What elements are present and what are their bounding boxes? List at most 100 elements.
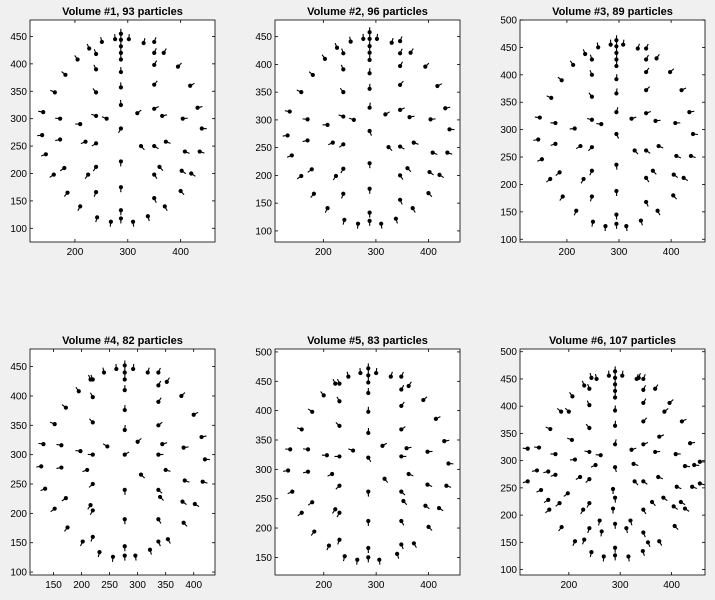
particle-point — [118, 50, 124, 55]
particle-point — [401, 498, 406, 504]
particle-point — [397, 38, 403, 44]
particle-point — [93, 164, 99, 170]
particle-point — [399, 387, 404, 392]
particle-point — [330, 471, 335, 477]
particle-point — [641, 400, 646, 406]
particle-point — [145, 370, 150, 375]
particle-point — [548, 426, 553, 432]
particle-point — [355, 221, 361, 226]
particle-point — [58, 137, 63, 142]
particle-point — [657, 539, 662, 544]
particle-point — [620, 373, 625, 378]
particle-point — [444, 483, 449, 488]
particle-point — [690, 484, 695, 489]
particle-point — [366, 455, 371, 460]
particle-point — [614, 109, 619, 115]
particle-point — [90, 508, 95, 513]
particle-point — [333, 381, 338, 386]
panel-title: Volume #3, 89 particles — [552, 6, 673, 18]
particle-point — [141, 40, 146, 46]
particle-point — [135, 439, 140, 444]
particle-point — [631, 461, 636, 467]
particle-point — [156, 423, 161, 428]
particle-point — [93, 113, 99, 119]
y-tick-label: 500 — [500, 347, 517, 358]
x-tick-label: 400 — [420, 580, 437, 591]
particle-point — [337, 454, 342, 459]
particle-point — [553, 120, 558, 126]
particle-point — [667, 69, 673, 75]
particle-point — [133, 553, 138, 558]
particle-point — [674, 153, 679, 159]
particle-point — [447, 127, 452, 132]
y-tick-label: 200 — [10, 169, 27, 180]
y-tick-label: 100 — [10, 224, 27, 235]
particle-point — [629, 116, 634, 121]
y-tick-label: 300 — [10, 114, 27, 125]
x-tick-label: 400 — [172, 247, 189, 258]
particle-point — [197, 149, 202, 154]
particle-point — [574, 208, 579, 213]
particle-point — [571, 62, 576, 68]
particle-point — [537, 115, 542, 120]
particle-point — [75, 57, 80, 62]
particle-point — [334, 45, 340, 50]
y-tick-label: 100 — [10, 568, 27, 579]
particle-point — [399, 489, 404, 494]
particle-point — [93, 190, 99, 195]
particle-point — [285, 133, 290, 138]
particle-point — [559, 524, 564, 530]
particle-point — [65, 525, 70, 530]
particle-point — [333, 173, 339, 179]
particle-point — [612, 442, 618, 447]
particle-point — [612, 408, 618, 413]
particle-point — [104, 116, 109, 121]
particle-point — [589, 72, 595, 77]
particle-point — [286, 468, 291, 473]
x-tick-label: 400 — [185, 580, 202, 591]
axes-box — [274, 348, 461, 576]
particle-point — [118, 208, 124, 213]
particle-point — [351, 117, 356, 122]
particle-point — [78, 204, 83, 209]
particle-point — [641, 442, 646, 447]
y-tick-label: 150 — [10, 196, 27, 207]
particle-point — [366, 380, 371, 385]
particle-point — [641, 507, 646, 512]
particle-point — [188, 83, 193, 88]
particle-point — [200, 479, 205, 484]
particle-point — [90, 534, 95, 539]
particle-point — [641, 387, 646, 392]
particle-point — [118, 216, 124, 221]
y-tick-label: 450 — [10, 32, 27, 43]
particle-point — [310, 72, 315, 78]
particle-point — [667, 400, 672, 406]
particle-point — [614, 212, 619, 217]
particle-point — [590, 219, 596, 224]
particle-point — [446, 461, 451, 466]
particle-point — [614, 131, 619, 137]
particle-point — [192, 501, 197, 507]
particle-point — [587, 425, 592, 431]
particle-point — [367, 71, 372, 76]
particle-point — [601, 554, 606, 559]
particle-point — [95, 215, 100, 220]
particle-point — [366, 409, 371, 414]
particle-point — [612, 369, 618, 374]
particle-point — [118, 85, 124, 90]
panel-4: Volume #4, 82 particles 150 200 250 300 350 40… — [10, 335, 216, 591]
particle-point — [673, 452, 678, 457]
particle-point — [299, 510, 304, 515]
particle-point — [589, 145, 595, 150]
particle-point — [644, 199, 649, 205]
particle-point — [58, 116, 63, 121]
particle-point — [389, 40, 394, 45]
particle-point — [118, 44, 124, 49]
particle-point — [366, 489, 371, 494]
particle-point — [399, 374, 404, 379]
particle-point — [610, 486, 616, 492]
particle-point — [626, 554, 631, 559]
particle-point — [641, 530, 646, 535]
particle-point — [287, 109, 292, 114]
particle-point — [337, 381, 342, 386]
